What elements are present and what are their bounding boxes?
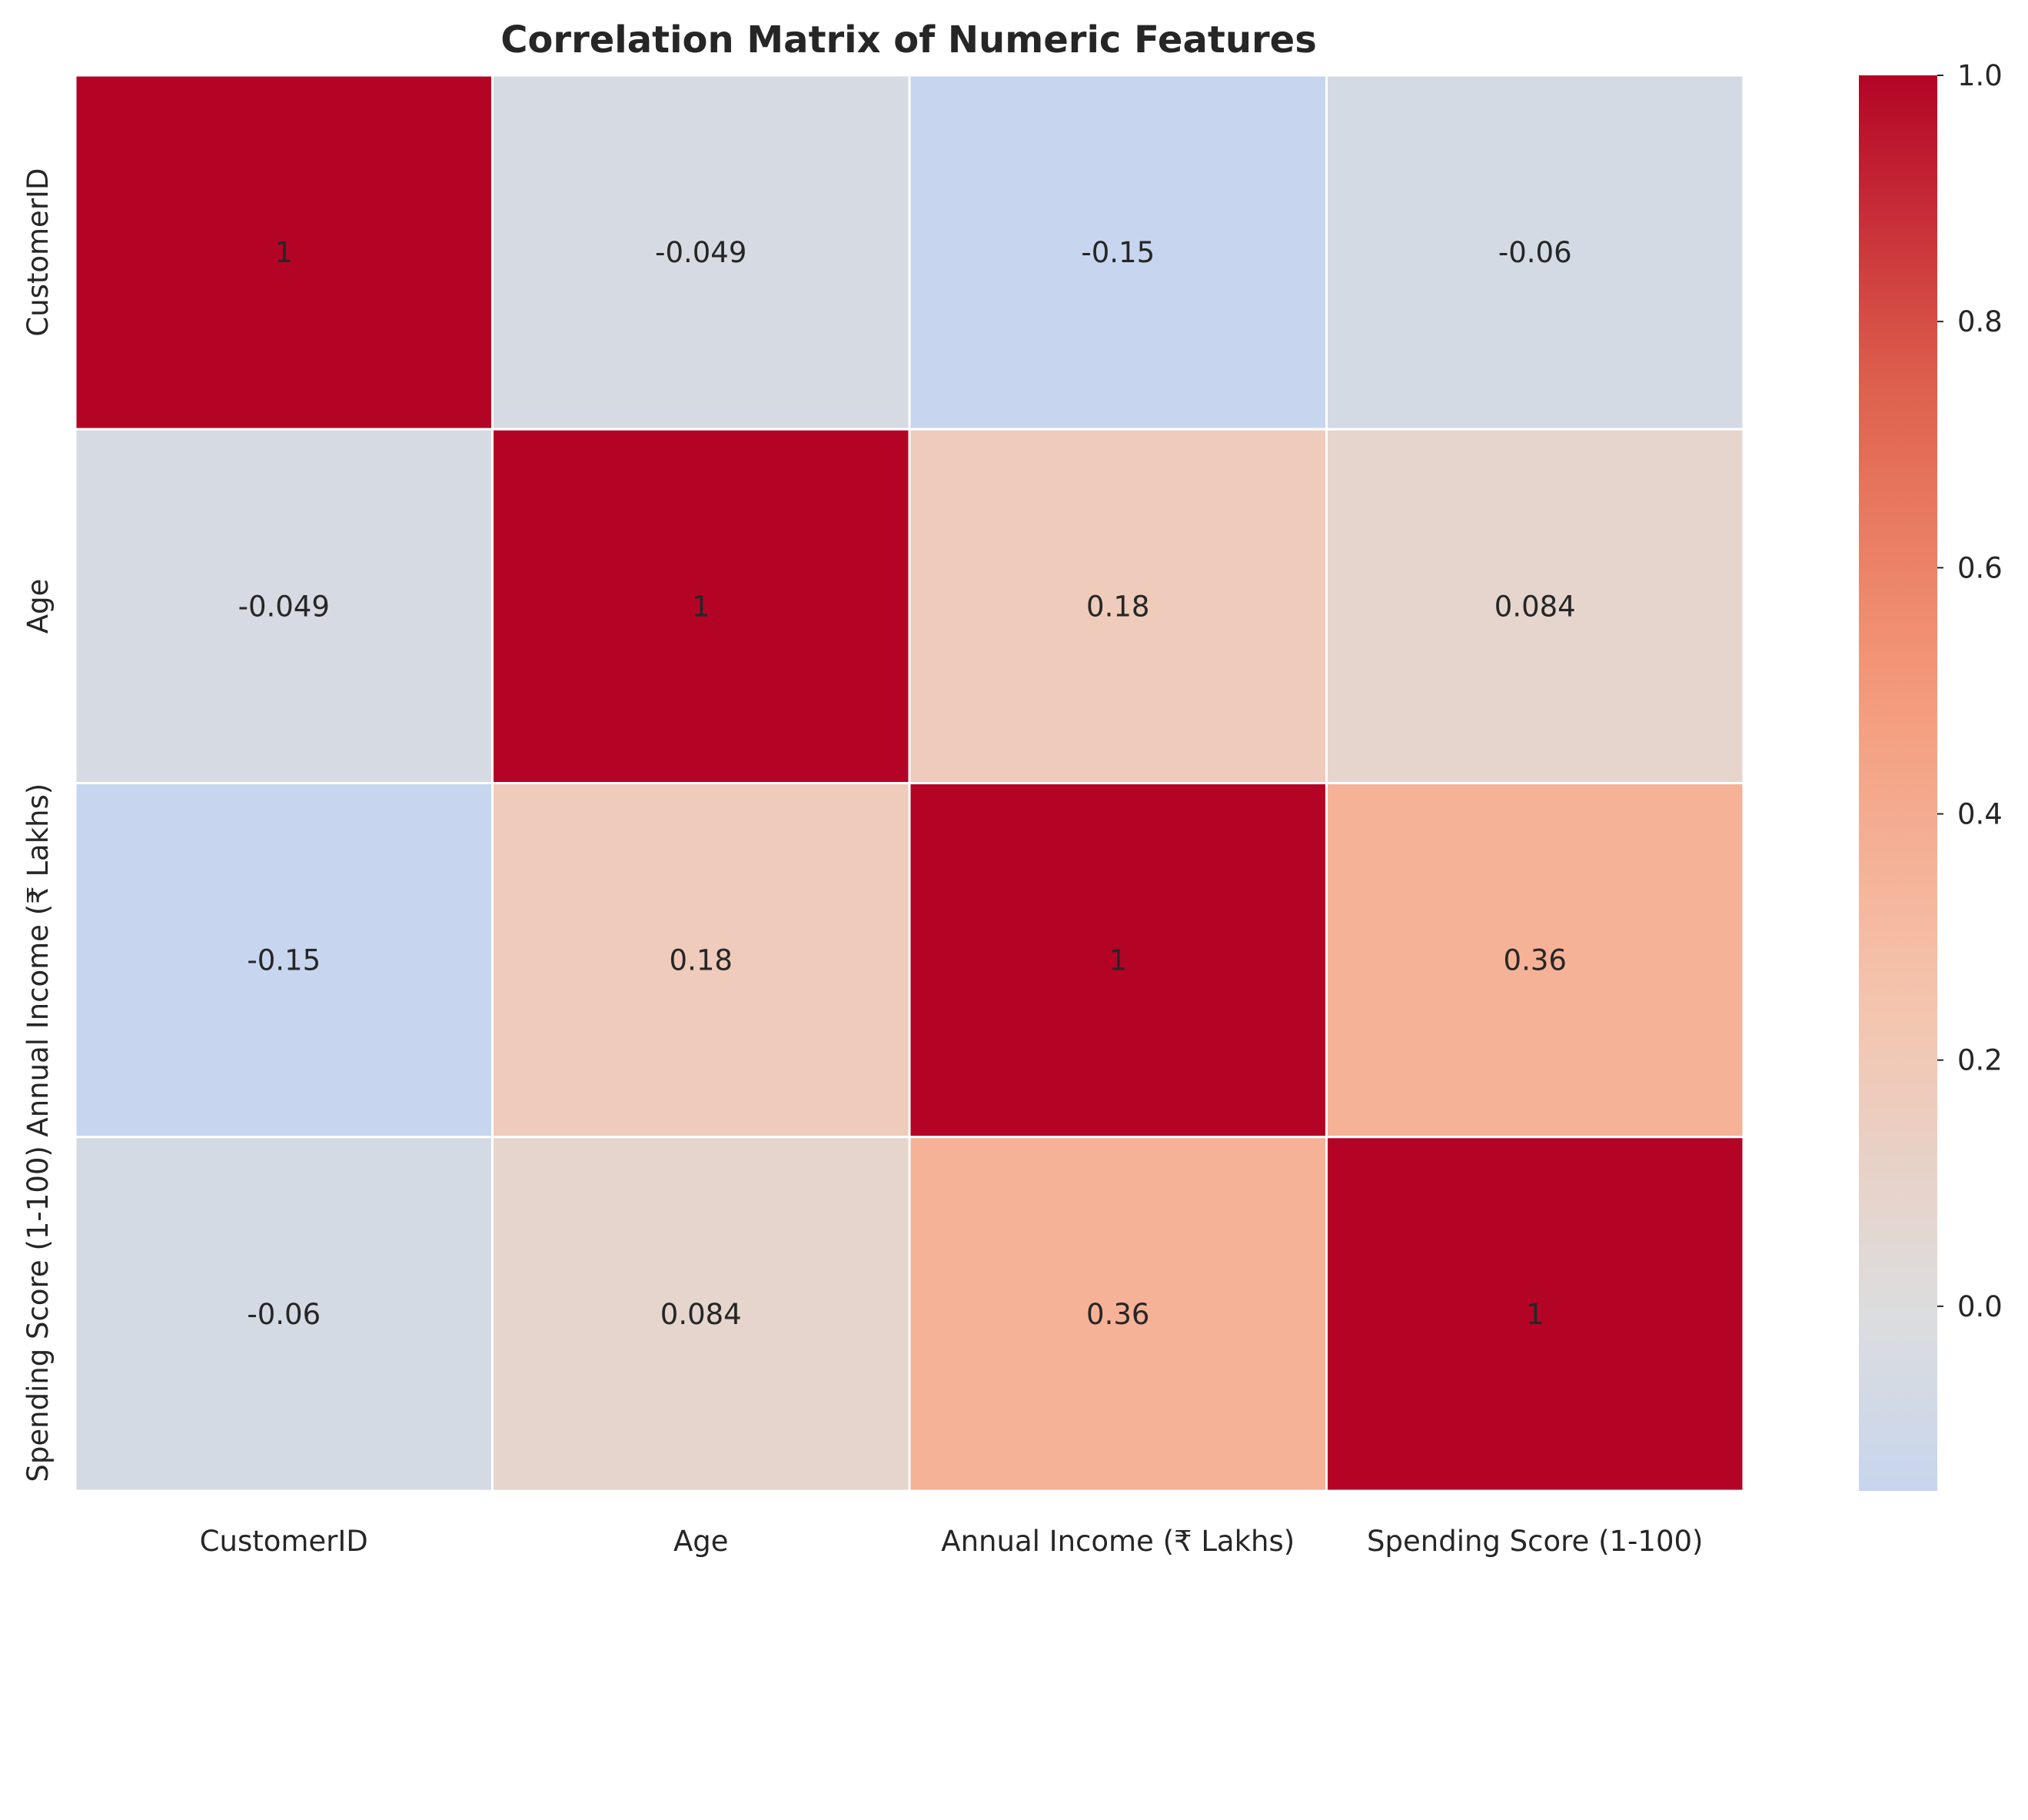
colorbar-tick-label: 0.4 <box>1957 798 2003 831</box>
colorbar: 0.0 0.2 0.4 0.6 0.8 1.0 <box>1859 59 2003 1491</box>
cell-value-label: 1 <box>274 236 293 269</box>
cell-value-label: -0.049 <box>655 236 746 269</box>
colorbar-tick-label: 0.8 <box>1957 305 2003 338</box>
colorbar-tick-label: 1.0 <box>1957 59 2003 92</box>
heatmap-cell <box>908 1136 1328 1492</box>
cell-value-label: -0.049 <box>238 590 330 623</box>
x-tick-label: Spending Score (1-100) <box>1367 1525 1703 1558</box>
colorbar-gradient <box>1859 75 1937 1491</box>
chart-title: Correlation Matrix of Numeric Features <box>500 18 1317 62</box>
heatmap-cell <box>1325 428 1745 784</box>
x-tick-label: CustomerID <box>200 1525 368 1558</box>
heatmap-cell <box>491 74 911 431</box>
heatmap-cell <box>1325 782 1745 1139</box>
heatmap-cell <box>491 782 911 1139</box>
y-tick-label: CustomerID <box>22 168 55 337</box>
y-axis-ticks: CustomerID Age Annual Income (₹ Lakhs) Spen… <box>22 168 55 1482</box>
cell-value-label: 1 <box>1526 1298 1544 1331</box>
y-tick-label: Annual Income (₹ Lakhs) <box>22 784 55 1137</box>
heatmap-cell <box>1325 74 1745 431</box>
cell-value-label: 1 <box>692 590 710 623</box>
cell-value-label: -0.06 <box>1498 236 1572 269</box>
y-tick-label: Spending Score (1-100) <box>22 1146 55 1482</box>
x-tick-label: Annual Income (₹ Lakhs) <box>941 1525 1295 1558</box>
cell-value-label: 0.084 <box>1494 590 1576 623</box>
heatmap-cell <box>491 1136 911 1492</box>
cell-value-label: 0.36 <box>1504 944 1567 977</box>
heatmap-cell <box>908 74 1328 431</box>
heatmap-cell <box>74 74 494 431</box>
heatmap-cell <box>491 428 911 784</box>
heatmap-cell <box>908 428 1328 784</box>
cell-value-label: 0.36 <box>1086 1298 1149 1331</box>
y-tick-label: Age <box>22 579 55 634</box>
cell-value-label: 0.18 <box>1086 590 1149 623</box>
x-tick-label: Age <box>673 1525 729 1558</box>
colorbar-tick-label: 0.2 <box>1957 1044 2003 1077</box>
heatmap-cell <box>1325 1136 1745 1492</box>
colorbar-tick-label: 0.6 <box>1957 551 2003 584</box>
colorbar-tick-label: 0.0 <box>1957 1290 2003 1323</box>
x-axis-ticks: CustomerID Age Annual Income (₹ Lakhs) Spen… <box>200 1525 1704 1558</box>
cell-value-label: -0.15 <box>1081 236 1155 269</box>
cell-value-label: -0.06 <box>247 1298 321 1331</box>
heatmap-cell <box>74 428 494 784</box>
cell-value-label: 0.084 <box>660 1298 742 1331</box>
cell-value-label: 0.18 <box>670 944 733 977</box>
cell-value-label: -0.15 <box>247 944 321 977</box>
heatmap-cells: 1 -0.049 -0.15 -0.06 -0.049 1 0.18 0.084 -0.15 0.… <box>74 74 1745 1492</box>
cell-value-label: 1 <box>1109 944 1127 977</box>
heatmap-cell <box>74 1136 494 1492</box>
